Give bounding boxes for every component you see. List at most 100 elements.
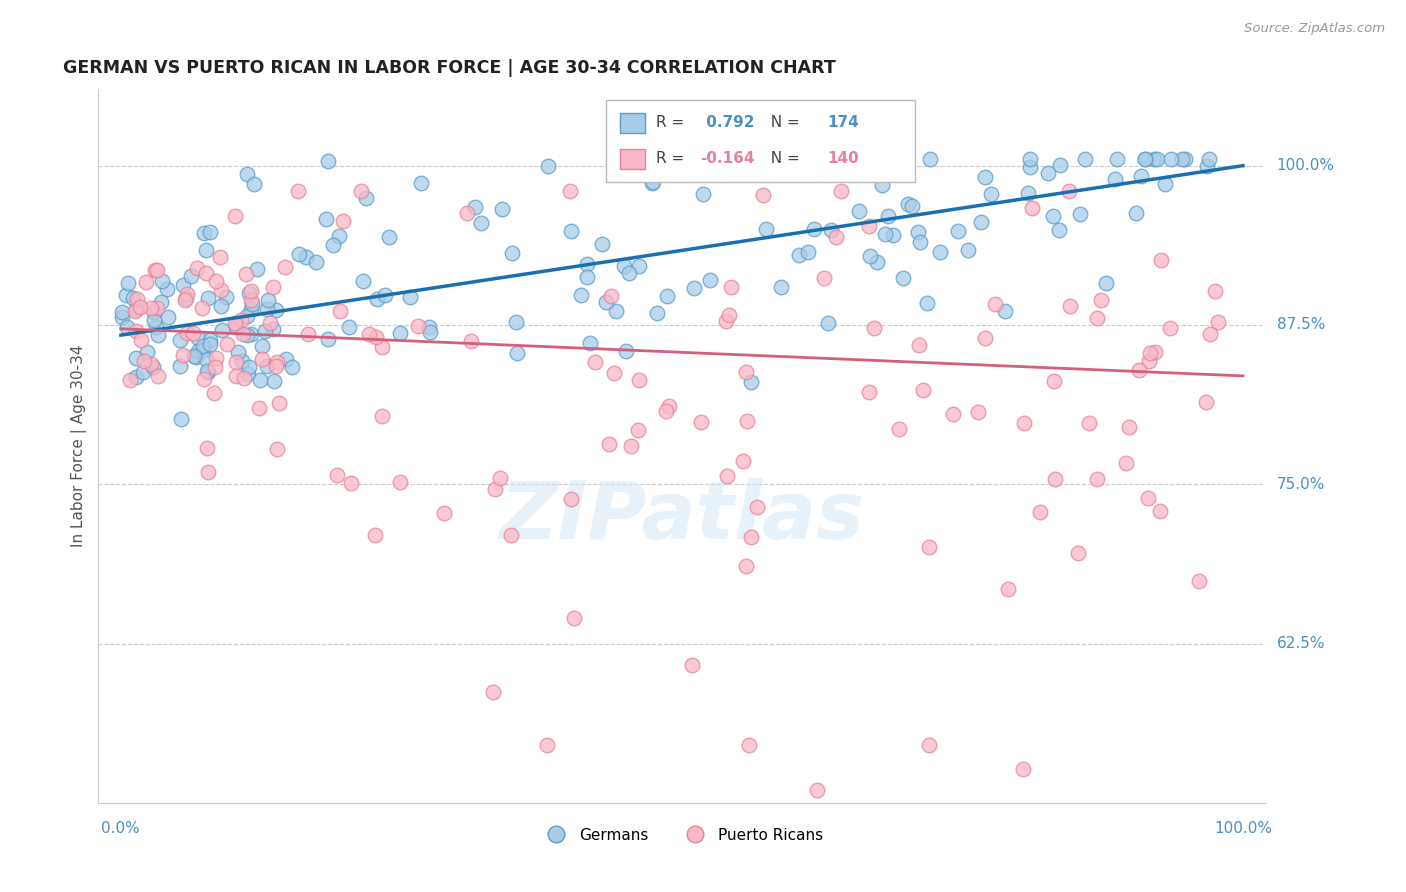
Point: [262, 321, 284, 335]
Point: [1130, 169, 1153, 183]
FancyBboxPatch shape: [606, 100, 915, 182]
Point: [316, 154, 339, 169]
Point: [799, 153, 821, 167]
Point: [357, 327, 380, 342]
Point: [247, 401, 270, 415]
Point: [411, 176, 433, 190]
Point: [908, 235, 931, 250]
Point: [193, 372, 215, 386]
Point: [1049, 158, 1071, 172]
Point: [141, 357, 163, 371]
Point: [1199, 327, 1222, 342]
Point: [1206, 315, 1229, 329]
Point: [337, 319, 360, 334]
Point: [1149, 504, 1171, 518]
Point: [536, 739, 558, 753]
Point: [769, 153, 792, 167]
Point: [145, 319, 167, 334]
Point: [1012, 416, 1035, 430]
Point: [858, 384, 880, 399]
Point: [156, 282, 179, 296]
Point: [316, 332, 339, 346]
Point: [124, 303, 146, 318]
Point: [870, 153, 893, 167]
Point: [558, 184, 581, 198]
Point: [692, 187, 714, 202]
Point: [824, 230, 846, 244]
Point: [266, 303, 288, 318]
Point: [226, 345, 249, 359]
Bar: [620, 113, 644, 133]
Text: 87.5%: 87.5%: [1277, 318, 1324, 333]
Point: [146, 301, 169, 316]
Point: [176, 286, 198, 301]
Point: [295, 250, 318, 264]
Point: [560, 224, 582, 238]
Point: [997, 582, 1019, 596]
Point: [973, 169, 995, 184]
Point: [740, 375, 762, 389]
Point: [132, 354, 155, 368]
Point: [146, 368, 169, 383]
Point: [1204, 285, 1226, 299]
Point: [918, 153, 941, 167]
Point: [1197, 159, 1219, 173]
Point: [562, 610, 585, 624]
Point: [613, 259, 636, 273]
Point: [193, 343, 215, 358]
Point: [735, 414, 758, 428]
Point: [1019, 153, 1042, 167]
Point: [129, 300, 152, 314]
Point: [889, 422, 911, 436]
Point: [132, 365, 155, 379]
Point: [235, 167, 257, 181]
Point: [209, 283, 232, 297]
Point: [718, 308, 741, 322]
Point: [796, 244, 818, 259]
Point: [681, 658, 703, 673]
Point: [820, 223, 842, 237]
Point: [204, 351, 226, 365]
Point: [1137, 491, 1160, 506]
Point: [262, 280, 284, 294]
Point: [205, 274, 228, 288]
Point: [259, 316, 281, 330]
Point: [858, 219, 880, 233]
Text: -0.164: -0.164: [700, 152, 755, 167]
Point: [174, 292, 197, 306]
Point: [156, 310, 179, 324]
Point: [169, 333, 191, 347]
Point: [470, 216, 492, 230]
Point: [267, 396, 290, 410]
Point: [699, 273, 721, 287]
Point: [125, 292, 148, 306]
Point: [1021, 201, 1043, 215]
Text: GERMAN VS PUERTO RICAN IN LABOR FORCE | AGE 30-34 CORRELATION CHART: GERMAN VS PUERTO RICAN IN LABOR FORCE | …: [63, 59, 837, 77]
Point: [143, 304, 166, 318]
Text: 0.0%: 0.0%: [101, 822, 141, 837]
Point: [918, 739, 941, 753]
Point: [143, 312, 166, 326]
Point: [172, 277, 194, 292]
Point: [225, 369, 247, 384]
Point: [1143, 153, 1166, 167]
Point: [957, 243, 980, 257]
Point: [1043, 374, 1066, 388]
Point: [187, 344, 209, 359]
Text: Source: ZipAtlas.com: Source: ZipAtlas.com: [1244, 22, 1385, 36]
Point: [873, 227, 896, 241]
Point: [246, 261, 269, 276]
Point: [682, 281, 704, 295]
Point: [174, 293, 197, 307]
Point: [117, 319, 139, 334]
Point: [242, 177, 264, 191]
Point: [628, 373, 651, 387]
Point: [1125, 206, 1147, 220]
Point: [197, 291, 219, 305]
Point: [418, 320, 440, 334]
Point: [654, 404, 676, 418]
Point: [731, 454, 754, 468]
Point: [907, 225, 929, 239]
Point: [328, 229, 350, 244]
Point: [1115, 456, 1137, 470]
